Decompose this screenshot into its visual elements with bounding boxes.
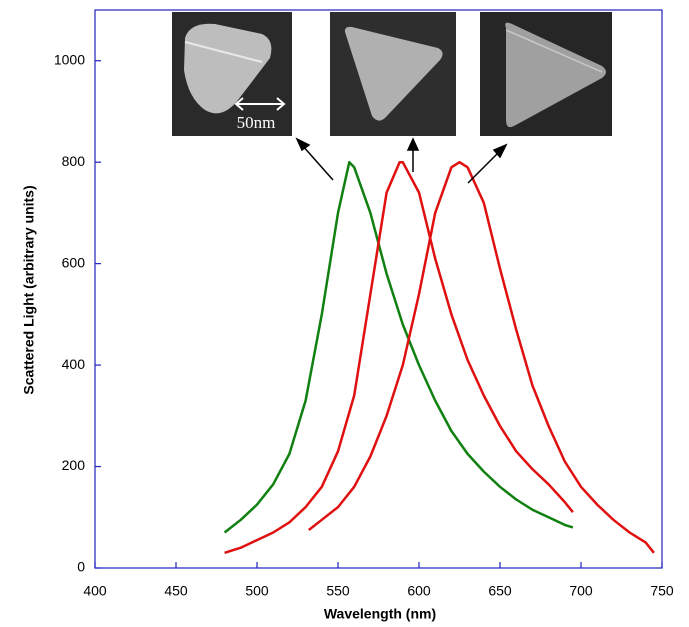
y-tick-label: 800	[62, 153, 86, 169]
y-tick-label: 1000	[54, 51, 85, 67]
x-tick-label: 600	[407, 583, 431, 599]
spectrum-line	[223, 160, 574, 534]
y-axis-title: Scattered Light (arbitrary units)	[21, 185, 37, 394]
particle-edge	[184, 41, 263, 63]
scale-bar	[234, 97, 286, 111]
x-tick-label: 750	[650, 583, 674, 599]
particle	[505, 22, 606, 128]
arrows	[295, 137, 508, 184]
x-tick-label: 650	[488, 583, 512, 599]
y-tick-label: 400	[62, 356, 86, 372]
particle-edge	[505, 29, 603, 73]
spectrum-line	[308, 160, 655, 554]
y-tick-label: 600	[62, 254, 86, 270]
particle	[184, 23, 272, 114]
x-tick-label: 450	[164, 583, 188, 599]
x-axis-title: Wavelength (nm)	[324, 606, 436, 622]
x-tick-label: 700	[569, 583, 593, 599]
x-tick-label: 500	[245, 583, 269, 599]
x-tick-label: 550	[326, 583, 350, 599]
y-tick-label: 200	[62, 457, 86, 473]
plot-frame	[94, 9, 663, 569]
particle	[344, 26, 443, 121]
x-tick-label: 400	[83, 583, 107, 599]
scale-bar-label: 50nm	[237, 113, 276, 132]
inset-images: 50nm	[172, 12, 612, 136]
spectrum-line	[224, 160, 574, 554]
y-tick-label: 0	[77, 559, 85, 575]
